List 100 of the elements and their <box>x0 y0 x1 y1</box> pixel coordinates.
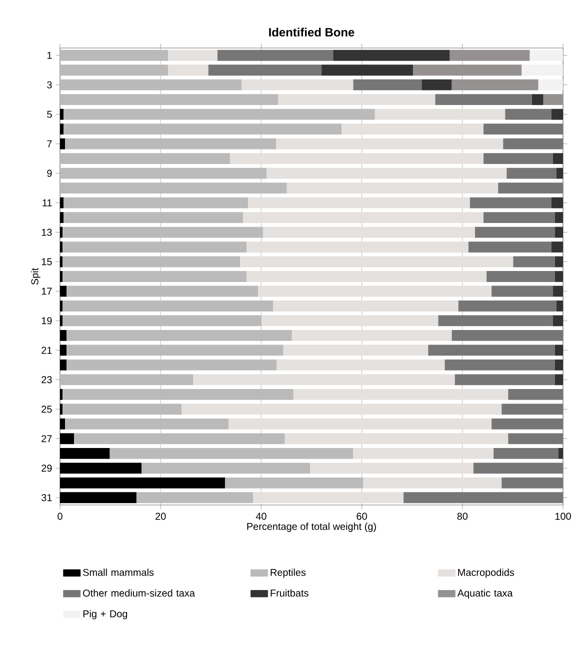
bar <box>438 315 553 326</box>
bar <box>60 256 63 268</box>
bar <box>62 300 274 312</box>
bar <box>208 64 322 76</box>
bar <box>262 315 438 326</box>
bar <box>474 226 555 238</box>
bar <box>248 197 470 208</box>
bar <box>266 168 507 179</box>
y-tick-label: 3 <box>47 81 52 88</box>
bar <box>342 124 484 135</box>
bar <box>246 242 468 252</box>
x-tick-label: 60 <box>356 512 367 520</box>
bar <box>293 388 508 400</box>
bar <box>554 374 564 386</box>
y-tick-label: 1 <box>47 52 52 59</box>
bar <box>60 330 67 341</box>
bar <box>62 226 264 238</box>
bar <box>276 138 504 150</box>
bar <box>64 108 375 120</box>
bar <box>74 433 285 444</box>
bar <box>60 271 63 282</box>
bar <box>258 286 492 297</box>
bar <box>276 360 445 370</box>
y-tick-label: 25 <box>42 406 52 413</box>
bar <box>253 492 404 504</box>
bar <box>60 124 64 135</box>
bar <box>60 462 142 474</box>
y-tick-label: 23 <box>42 376 52 384</box>
bar <box>136 492 254 504</box>
bar <box>554 360 564 370</box>
bar <box>60 404 63 415</box>
bar <box>263 226 475 238</box>
bar <box>182 404 502 415</box>
bar <box>513 256 555 268</box>
bar <box>66 286 258 297</box>
x-tick-label: 100 <box>555 512 571 520</box>
y-tick-label: 11 <box>42 199 52 206</box>
bar <box>273 300 458 312</box>
bar <box>353 79 422 90</box>
legend-label: Aquatic taxa <box>457 589 513 599</box>
bar <box>286 182 498 194</box>
bar <box>62 256 240 268</box>
bar <box>60 50 168 61</box>
bar <box>538 79 564 90</box>
x-tick-label: 20 <box>156 512 166 520</box>
bar <box>556 300 564 312</box>
bar <box>224 477 364 488</box>
bar <box>246 271 487 282</box>
bar <box>60 344 67 356</box>
bar <box>492 286 553 297</box>
x-axis-title: Percentage of total weight (g) <box>247 522 376 532</box>
bar <box>60 242 63 252</box>
bar <box>60 433 74 444</box>
bar <box>65 138 276 150</box>
bar <box>498 182 564 194</box>
bar <box>284 433 508 444</box>
bar <box>217 50 334 61</box>
bar <box>60 477 225 488</box>
bar <box>60 300 63 312</box>
bar <box>278 94 436 106</box>
legend-label: Fruitbats <box>270 589 308 597</box>
bar <box>484 124 564 135</box>
bar <box>168 50 218 61</box>
bar <box>243 212 484 223</box>
bar <box>228 418 492 430</box>
y-tick-label: 5 <box>47 110 52 118</box>
bar <box>60 197 64 208</box>
bar <box>452 330 564 341</box>
bar <box>64 124 342 135</box>
bar <box>484 153 553 164</box>
bar <box>552 286 564 297</box>
bar <box>508 388 564 400</box>
bar <box>230 153 484 164</box>
bar <box>60 286 67 297</box>
bar <box>422 79 452 90</box>
bar <box>60 153 230 164</box>
bar <box>110 448 354 459</box>
bar <box>66 330 292 341</box>
bar <box>240 256 514 268</box>
bar <box>444 360 555 370</box>
bar <box>435 94 532 106</box>
bar <box>508 433 564 444</box>
bar <box>60 418 66 430</box>
bar <box>452 79 538 90</box>
bar <box>193 374 455 386</box>
bar <box>62 271 247 282</box>
bar <box>522 64 564 76</box>
bar <box>62 404 182 415</box>
bar <box>458 300 556 312</box>
bar <box>60 226 63 238</box>
bar <box>554 271 564 282</box>
y-tick-label: 19 <box>42 317 52 324</box>
bar <box>168 64 208 76</box>
bar <box>60 315 63 326</box>
bar <box>141 462 310 474</box>
bar <box>62 388 294 400</box>
bar <box>60 182 287 194</box>
bar <box>505 108 552 120</box>
bar <box>413 64 522 76</box>
bar <box>543 94 564 106</box>
